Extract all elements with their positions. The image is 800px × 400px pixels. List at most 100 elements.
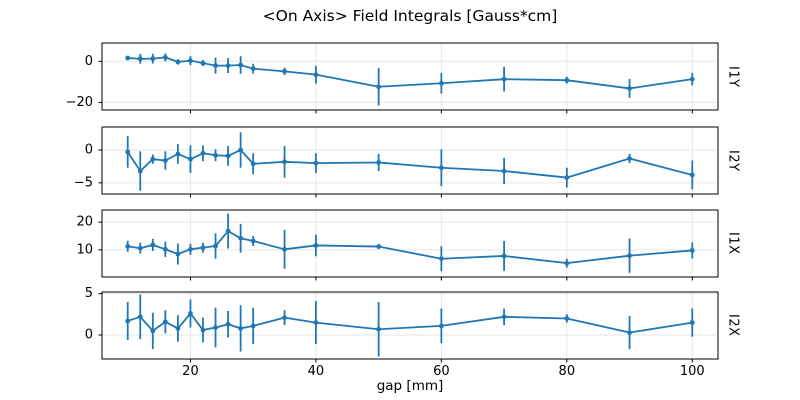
data-point bbox=[175, 325, 181, 331]
ylabel-i2y: I2Y bbox=[725, 149, 741, 172]
data-point bbox=[213, 325, 218, 330]
x-tick-label: 80 bbox=[559, 364, 576, 379]
data-point bbox=[376, 244, 382, 249]
data-point bbox=[188, 58, 193, 64]
series-line bbox=[127, 56, 693, 90]
y-tick-label: 0 bbox=[85, 54, 93, 69]
data-point bbox=[188, 246, 193, 252]
series-line bbox=[127, 312, 693, 334]
data-point bbox=[213, 243, 218, 249]
data-point bbox=[282, 315, 287, 321]
data-point bbox=[175, 151, 181, 157]
y-tick-label: −5 bbox=[74, 175, 93, 190]
data-point bbox=[225, 153, 231, 159]
data-point bbox=[564, 77, 570, 83]
subplot-i1y: 0 −20 bbox=[66, 42, 719, 114]
x-tick-label: 100 bbox=[680, 364, 705, 379]
axes-frame bbox=[101, 291, 719, 360]
data-point bbox=[689, 248, 695, 253]
data-point bbox=[125, 318, 131, 324]
data-point bbox=[627, 253, 632, 259]
data-point bbox=[438, 80, 444, 86]
series-line bbox=[127, 230, 693, 265]
data-point bbox=[689, 320, 695, 326]
data-point bbox=[225, 228, 231, 234]
data-point bbox=[125, 55, 131, 61]
axes-frame bbox=[101, 42, 719, 111]
data-point bbox=[125, 149, 131, 155]
data-point bbox=[162, 319, 168, 325]
data-point bbox=[564, 316, 570, 321]
data-point bbox=[238, 235, 244, 241]
data-point bbox=[376, 84, 382, 90]
data-point bbox=[564, 260, 570, 266]
data-point bbox=[313, 320, 319, 326]
data-point bbox=[438, 323, 444, 329]
y-tick-label: 5 bbox=[85, 286, 93, 301]
subplot-i1x: 10 20 bbox=[76, 209, 719, 281]
chart-title: <On Axis> Field Integrals [Gauss*cm] bbox=[262, 7, 558, 25]
data-point bbox=[564, 175, 570, 180]
axes-frame bbox=[101, 209, 719, 278]
data-point bbox=[627, 330, 632, 335]
data-point bbox=[162, 54, 168, 60]
y-tick-label: 0 bbox=[85, 328, 93, 343]
data-point bbox=[250, 238, 256, 244]
data-point bbox=[175, 251, 181, 257]
y-tick-label: 10 bbox=[76, 242, 93, 257]
x-axis-label: gap [mm] bbox=[376, 378, 444, 394]
x-tick-label: 40 bbox=[308, 364, 325, 379]
data-point bbox=[238, 62, 244, 68]
data-point bbox=[225, 321, 231, 327]
data-point bbox=[501, 314, 507, 320]
data-point bbox=[501, 168, 507, 174]
y-tick-label: 20 bbox=[76, 215, 93, 230]
data-point bbox=[238, 147, 244, 153]
data-point bbox=[313, 243, 319, 248]
data-point bbox=[225, 63, 231, 69]
data-point bbox=[238, 325, 244, 331]
data-point bbox=[689, 76, 695, 82]
data-point bbox=[376, 160, 382, 165]
data-point bbox=[137, 245, 143, 251]
data-point bbox=[689, 172, 695, 178]
data-point bbox=[313, 160, 319, 166]
data-point bbox=[175, 59, 181, 65]
data-point bbox=[150, 156, 156, 162]
data-point bbox=[501, 76, 507, 82]
data-point bbox=[282, 159, 287, 165]
data-point bbox=[188, 311, 193, 316]
subplot-svg-i1x: 10 20 bbox=[76, 209, 719, 281]
subplot-i2x: 0 5 20 40 60 80 100 bbox=[85, 286, 719, 379]
data-point bbox=[125, 243, 131, 249]
data-point bbox=[376, 326, 382, 332]
data-point bbox=[162, 158, 168, 163]
data-point bbox=[250, 161, 256, 167]
data-point bbox=[250, 66, 256, 72]
data-point bbox=[137, 314, 143, 320]
subplot-svg-i2x: 0 5 20 40 60 80 100 bbox=[85, 286, 719, 379]
data-point bbox=[627, 156, 632, 161]
data-point bbox=[162, 246, 168, 252]
data-point bbox=[438, 256, 444, 262]
data-point bbox=[282, 68, 287, 74]
data-point bbox=[313, 72, 319, 78]
subplot-i2y: 0 −5 bbox=[74, 126, 719, 198]
data-point bbox=[188, 156, 193, 162]
data-point bbox=[150, 56, 156, 62]
data-point bbox=[501, 253, 507, 259]
subplot-svg-i2y: 0 −5 bbox=[74, 126, 719, 198]
ylabel-i1y: I1Y bbox=[725, 65, 741, 88]
data-point bbox=[627, 86, 632, 91]
data-point bbox=[438, 165, 444, 171]
data-point bbox=[213, 152, 218, 158]
data-point bbox=[282, 246, 287, 252]
data-point bbox=[137, 56, 143, 62]
x-tick-label: 20 bbox=[182, 364, 199, 379]
data-point bbox=[200, 245, 206, 251]
data-point bbox=[150, 242, 156, 248]
y-tick-label: 0 bbox=[85, 142, 93, 157]
data-point bbox=[137, 168, 143, 174]
x-tick-label: 60 bbox=[433, 364, 450, 379]
